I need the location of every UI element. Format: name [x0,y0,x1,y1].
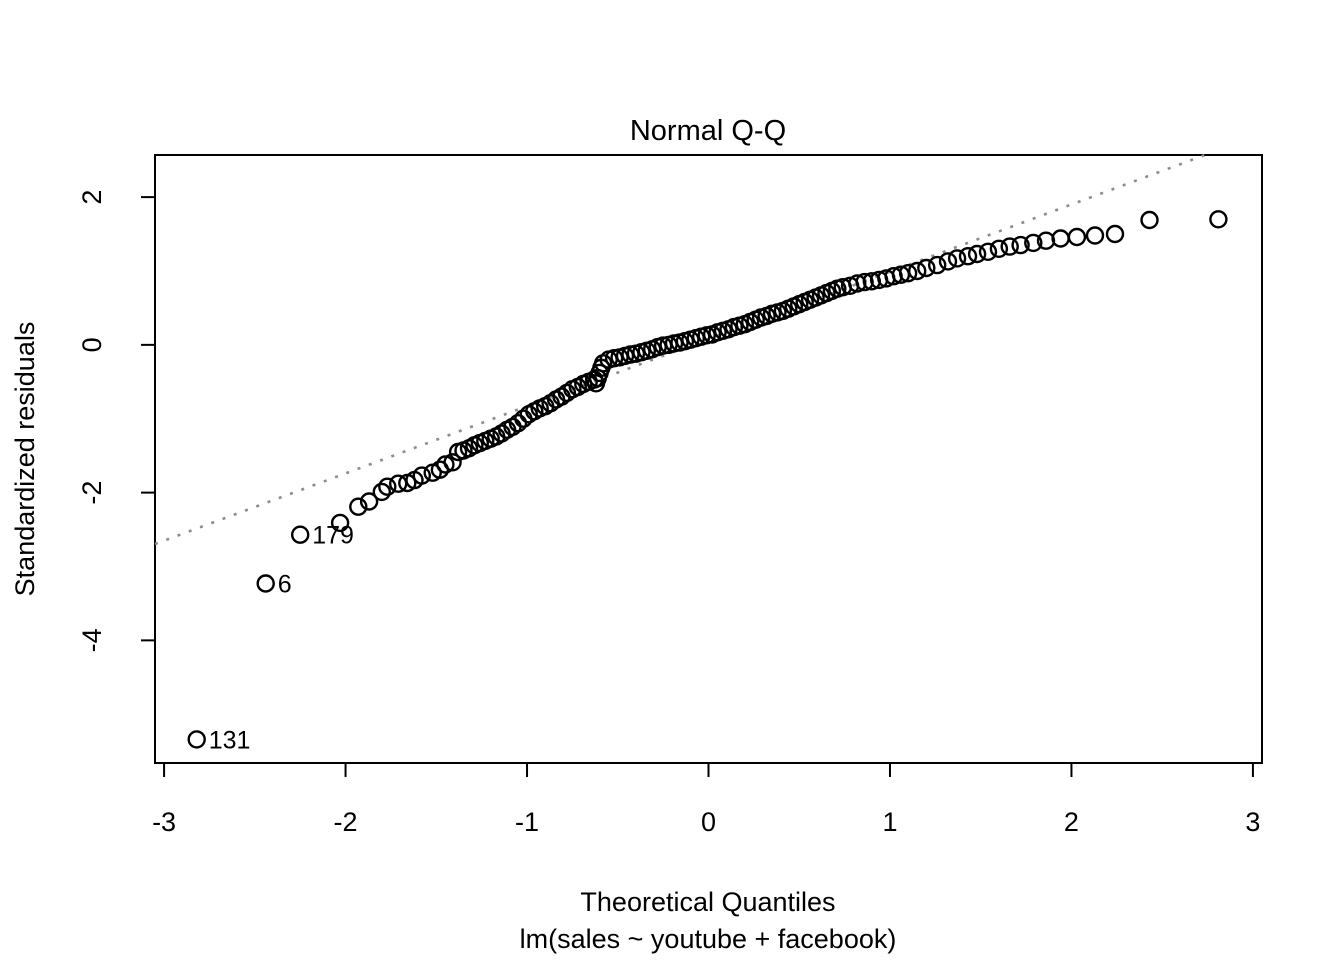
qq-point [908,261,927,281]
qq-point [967,244,987,264]
x-tick-label: -2 [334,807,358,837]
qq-point [372,482,391,502]
qq-point [1105,224,1125,244]
qq-outlier-point [187,730,206,749]
qq-outlier-label: 131 [209,726,251,754]
qq-point [378,477,397,496]
y-tick-label: -2 [77,481,107,505]
qq-outlier-point [291,525,310,544]
qq-point [1024,233,1043,253]
qq-point [443,453,462,472]
x-tick-label: 2 [1064,807,1079,837]
qq-point [1140,210,1159,230]
qq-point [947,249,967,268]
qq-point [1209,210,1228,229]
qq-point [938,252,958,271]
qq-point [412,466,431,485]
qq-point [1011,235,1030,255]
qq-point [1000,237,1019,256]
qq-point [1067,227,1087,247]
plot-border [154,154,1263,764]
qq-point [508,414,528,433]
qq-point [958,247,978,266]
x-tick-label: -3 [152,807,176,837]
qq-point [989,239,1009,259]
qq-point [349,497,368,516]
x-tick-label: 1 [882,807,897,837]
qq-point [898,264,918,283]
qq-outlier-point [256,574,275,593]
qq-point [330,513,350,533]
y-axis-title: Standardized residuals [10,322,40,597]
x-axis-title: Theoretical Quantiles [580,887,835,917]
qq-point [1085,226,1105,245]
x-tick-label: -1 [515,807,539,837]
qq-point [1051,229,1070,248]
qq-point [359,492,379,511]
y-tick-label: 2 [77,190,107,205]
qq-point [928,255,947,275]
qq-outlier-label: 179 [312,522,354,550]
x-tick-label: 3 [1245,807,1260,837]
qq-point [436,455,455,474]
qq-outlier-label: 6 [278,571,292,599]
qq-point [917,258,936,278]
qq-point [978,242,998,262]
chart-title: Normal Q-Q [630,115,786,147]
plot-marks: -3 -2 -1 0 1 2 3 -4 -2 0 2 131 6 179 [77,153,1260,837]
x-tick-label: 0 [701,807,716,837]
model-caption: lm(sales ~ youtube + facebook) [520,924,897,954]
y-tick-label: -4 [77,628,107,652]
y-tick-label: 0 [77,337,107,352]
